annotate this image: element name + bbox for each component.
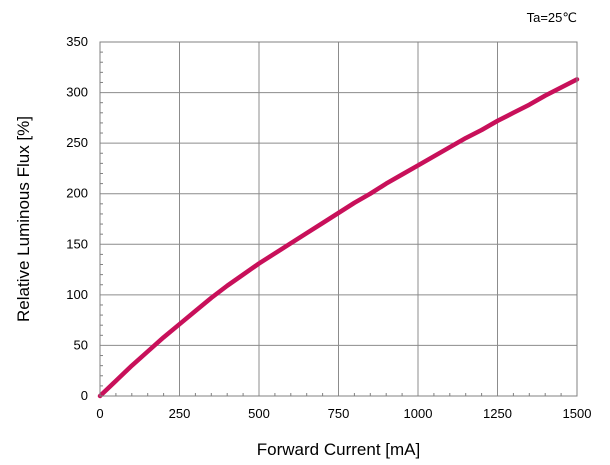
y-tick-labels: 0 50 100 150 200 250 300 350 bbox=[66, 34, 88, 403]
x-tick-label: 1000 bbox=[404, 406, 433, 421]
x-tick-label: 1250 bbox=[483, 406, 512, 421]
x-tick-label: 1500 bbox=[563, 406, 592, 421]
y-tick-label: 0 bbox=[81, 388, 88, 403]
x-tick-label: 0 bbox=[96, 406, 103, 421]
y-tick-label: 100 bbox=[66, 287, 88, 302]
series-line-0 bbox=[97, 77, 580, 399]
y-tick-label: 50 bbox=[74, 337, 88, 352]
y-tick-label: 300 bbox=[66, 85, 88, 100]
x-tick-label: 750 bbox=[328, 406, 350, 421]
y-tick-label: 200 bbox=[66, 186, 88, 201]
y-tick-label: 350 bbox=[66, 34, 88, 49]
x-tick-labels: 0 250 500 750 1000 1250 1500 bbox=[96, 406, 591, 421]
y-axis-title: Relative Luminous Flux [%] bbox=[14, 116, 33, 322]
series-layer bbox=[97, 77, 580, 399]
y-tick-label: 150 bbox=[66, 236, 88, 251]
minor-ticks bbox=[100, 51, 562, 396]
condition-annotation: Ta=25℃ bbox=[527, 10, 577, 25]
x-tick-label: 500 bbox=[248, 406, 270, 421]
grid bbox=[100, 42, 577, 396]
x-tick-label: 250 bbox=[169, 406, 191, 421]
x-axis-title: Forward Current [mA] bbox=[257, 440, 420, 459]
y-tick-label: 250 bbox=[66, 135, 88, 150]
plot-frame bbox=[99, 41, 578, 397]
